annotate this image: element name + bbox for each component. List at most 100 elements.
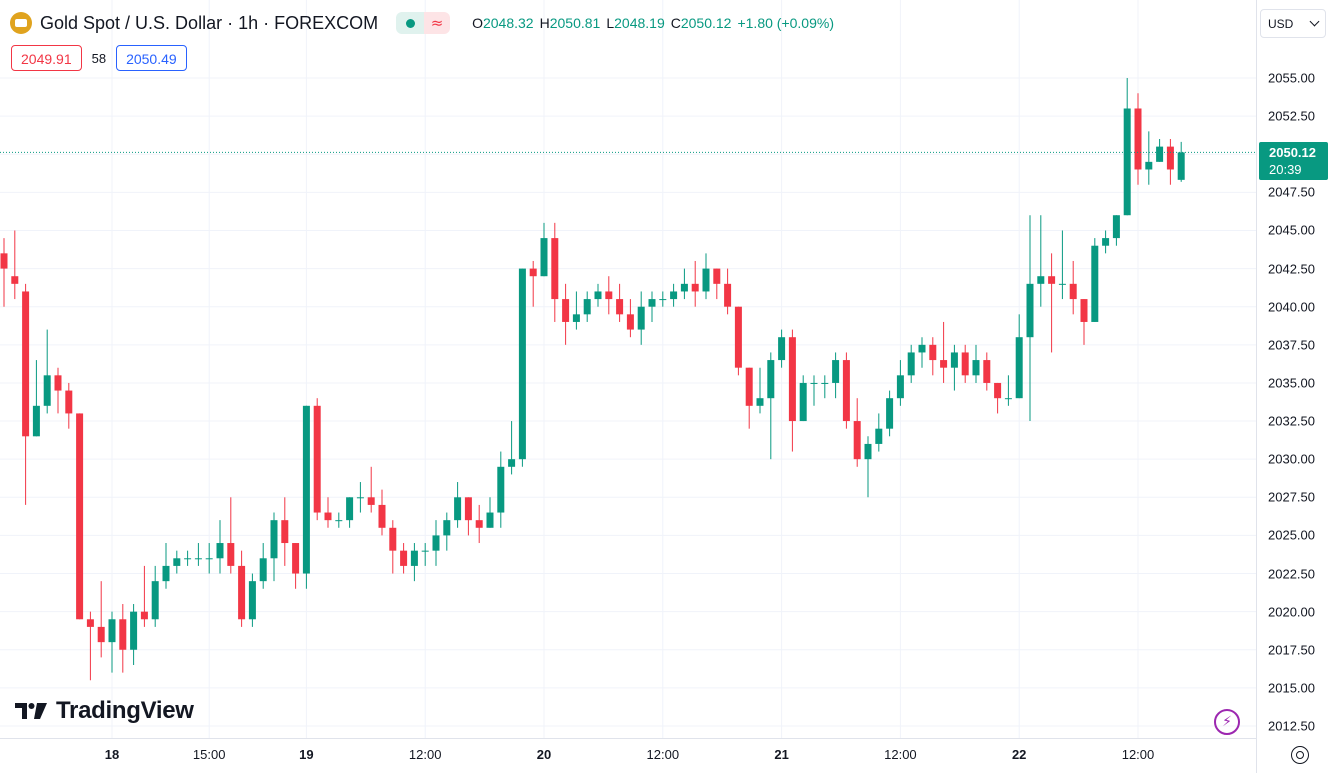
candle-body xyxy=(1134,108,1142,170)
candle-body xyxy=(529,268,537,277)
candle xyxy=(184,550,192,566)
candle-body xyxy=(626,314,634,330)
candle-body xyxy=(799,382,807,422)
candle xyxy=(248,573,256,627)
data-delay-icon[interactable]: ≈ xyxy=(424,12,451,34)
candle xyxy=(626,299,634,338)
candle-body xyxy=(11,276,19,284)
candle xyxy=(799,375,807,422)
candle-body xyxy=(842,360,850,422)
bolt-icon[interactable]: ⚡ xyxy=(1214,709,1240,735)
candle-body xyxy=(637,306,645,330)
price-tick-label: 2035.00 xyxy=(1268,375,1315,391)
candle xyxy=(313,398,321,521)
ohlc-open: O2048.32 xyxy=(472,15,534,31)
candle-body xyxy=(97,626,105,643)
candle xyxy=(508,421,516,475)
candle-body xyxy=(713,268,721,284)
candle-body xyxy=(518,268,526,460)
candle xyxy=(551,222,559,322)
chart-grid xyxy=(0,0,1257,773)
candle xyxy=(356,482,364,513)
candle xyxy=(594,283,602,307)
candle-body xyxy=(1004,398,1012,400)
price-tick-label: 2017.50 xyxy=(1268,642,1315,658)
candle-body xyxy=(1156,146,1164,162)
candle-body xyxy=(583,299,591,315)
candle xyxy=(11,230,19,300)
candle-body xyxy=(389,527,397,551)
candle xyxy=(497,451,505,528)
candle xyxy=(702,253,710,300)
candle-body xyxy=(745,367,753,406)
candle-body xyxy=(227,543,235,566)
settings-gear-icon[interactable] xyxy=(1291,746,1309,764)
candle-body xyxy=(562,299,570,322)
candle-body xyxy=(605,291,613,300)
candle-body xyxy=(140,611,148,620)
candle-body xyxy=(281,520,289,544)
candle-body xyxy=(248,581,256,620)
candle xyxy=(886,390,894,437)
candle xyxy=(1048,253,1056,353)
candle xyxy=(724,268,732,315)
candle-body xyxy=(961,352,969,376)
candle-body xyxy=(302,405,310,574)
candle-body xyxy=(1048,276,1056,284)
market-open-icon[interactable] xyxy=(396,12,425,34)
candle xyxy=(32,360,40,437)
candle xyxy=(583,291,591,322)
candle-body xyxy=(162,565,170,582)
candle xyxy=(130,604,138,666)
time-tick-label: 12:00 xyxy=(646,747,680,762)
candle-body xyxy=(86,619,94,627)
candle xyxy=(950,344,958,391)
price-tick-label: 2025.00 xyxy=(1268,527,1315,543)
candle-body xyxy=(173,558,181,566)
candle-body xyxy=(367,497,375,505)
symbol-title[interactable]: Gold Spot / U.S. Dollar · 1h · FOREXCOM xyxy=(40,12,379,33)
candle xyxy=(76,413,84,620)
candle xyxy=(1145,131,1153,185)
candle xyxy=(65,382,73,429)
candle xyxy=(1015,314,1023,399)
candle-body xyxy=(1091,245,1099,322)
candle xyxy=(421,543,429,566)
candle xyxy=(346,497,354,528)
candle xyxy=(1058,230,1066,300)
candle-body xyxy=(983,360,991,383)
candle xyxy=(410,543,418,582)
candle-body xyxy=(421,550,429,552)
candle-body xyxy=(907,352,915,376)
candle xyxy=(810,375,818,406)
currency-select[interactable]: USD xyxy=(1260,9,1326,38)
candle-body xyxy=(1058,283,1066,285)
time-tick-label: 20 xyxy=(536,747,552,762)
candle-body xyxy=(1123,108,1131,216)
candle xyxy=(518,268,526,467)
candle-body xyxy=(32,405,40,437)
price-tick-label: 2055.00 xyxy=(1268,70,1315,86)
candle xyxy=(205,543,213,574)
candle xyxy=(1037,215,1045,307)
gold-symbol-icon[interactable] xyxy=(10,12,32,34)
price-tick-label: 2015.00 xyxy=(1268,680,1315,696)
candle xyxy=(270,512,278,582)
market-status-pill[interactable]: ≈ xyxy=(396,12,451,34)
candle-body xyxy=(756,398,764,406)
candle xyxy=(972,344,980,383)
candle xyxy=(443,512,451,551)
candle-body xyxy=(0,253,8,269)
candle-body xyxy=(205,558,213,560)
candle-body xyxy=(259,558,267,582)
buy-price-button[interactable]: 2050.49 xyxy=(116,45,187,71)
tradingview-logo[interactable]: TradingView xyxy=(14,697,194,725)
candle-body xyxy=(54,375,62,391)
candle xyxy=(238,550,246,627)
price-tick-label: 2030.00 xyxy=(1268,451,1315,467)
sell-price-button[interactable]: 2049.91 xyxy=(11,45,82,71)
price-tick-label: 2032.50 xyxy=(1268,413,1315,429)
candle xyxy=(1069,260,1077,315)
candle xyxy=(151,565,159,627)
